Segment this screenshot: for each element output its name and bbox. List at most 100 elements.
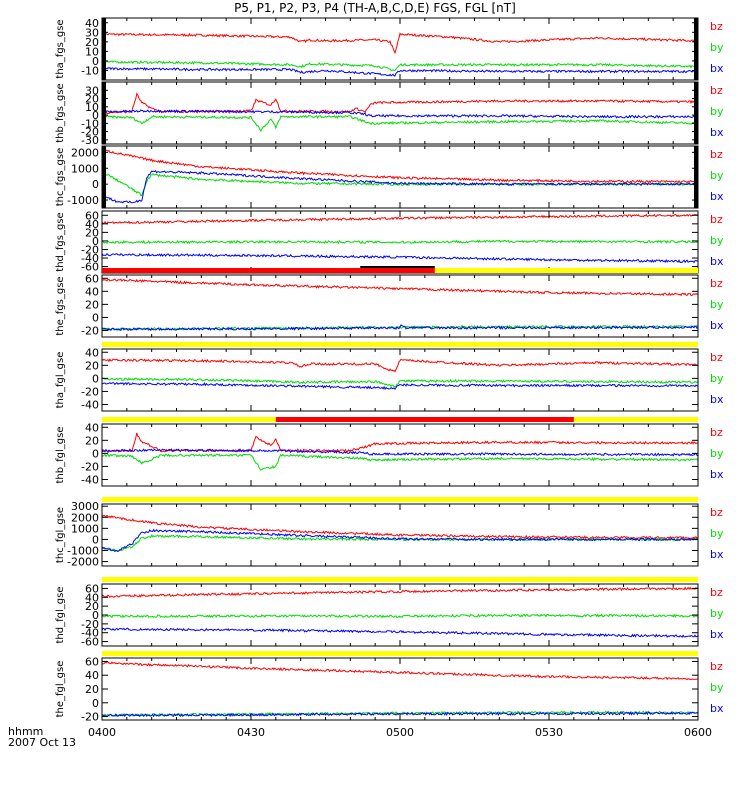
chart-title: P5, P1, P2, P3, P4 (TH-A,B,C,D,E) FGS, F…: [234, 1, 516, 15]
y-tick-label: 0: [92, 447, 99, 460]
y-axis-label: thd_fgs_gse: [55, 212, 66, 271]
y-tick-label: 0: [92, 697, 99, 710]
right-edge-bar: [694, 82, 698, 144]
y-tick-label: 0: [92, 609, 99, 622]
legend-bz: bz: [710, 586, 723, 599]
y-tick-label: 2000: [71, 511, 99, 524]
series-bx-line: [101, 109, 699, 119]
y-tick-label: 20: [85, 93, 99, 106]
y-tick-label: 60: [85, 582, 99, 595]
y-tick-label: -2000: [67, 556, 99, 569]
legend-by: by: [710, 105, 724, 118]
x-tick-label: 0530: [535, 726, 563, 739]
legend-by: by: [710, 607, 724, 620]
y-tick-label: 60: [85, 209, 99, 222]
y-tick-label: -20: [81, 243, 99, 256]
series-by-line: [101, 453, 699, 471]
y-tick-label: 30: [85, 84, 99, 97]
legend-by: by: [710, 298, 724, 311]
y-tick-label: 0: [92, 109, 99, 122]
y-tick-label: 30: [85, 26, 99, 39]
legend-bx: bx: [710, 548, 724, 561]
legend-bz: bz: [710, 148, 723, 161]
series-bx-line: [101, 448, 699, 457]
y-tick-label: 40: [85, 591, 99, 604]
y-axis-label: the_fgs_gse: [55, 276, 66, 335]
y-tick-label: 40: [85, 346, 99, 359]
y-tick-label: 40: [85, 285, 99, 298]
series-by-line: [101, 114, 699, 133]
legend-bz: bz: [710, 660, 723, 673]
legend-bz: bz: [710, 84, 723, 97]
date-label: 2007 Oct 13: [8, 736, 77, 749]
legend-bx: bx: [710, 190, 724, 203]
y-tick-label: 60: [85, 655, 99, 668]
panel-frame: [101, 657, 699, 721]
y-tick-label: 0: [92, 311, 99, 324]
y-tick-label: -60: [81, 261, 99, 274]
series-bz-line: [101, 661, 699, 681]
legend-bx: bx: [710, 468, 724, 481]
left-edge-bar: [102, 146, 106, 208]
panel-frame: [101, 81, 699, 145]
y-tick-label: -40: [81, 473, 99, 486]
y-tick-label: 20: [85, 600, 99, 613]
legend-bz: bz: [710, 213, 723, 226]
series-bx-line: [101, 627, 699, 638]
y-tick-label: 20: [85, 226, 99, 239]
y-tick-label: -20: [81, 385, 99, 398]
legend-bx: bx: [710, 255, 724, 268]
x-axis-label: hhmm: [8, 725, 44, 738]
y-tick-label: -40: [81, 252, 99, 265]
legend-bz: bz: [710, 351, 723, 364]
y-tick-label: -10: [81, 117, 99, 130]
y-axis-label: the_fgl_gse: [55, 661, 66, 718]
y-tick-label: -20: [81, 126, 99, 139]
right-edge-bar: [694, 146, 698, 208]
y-tick-label: -10: [81, 64, 99, 77]
panel-frame: [101, 583, 699, 647]
y-tick-label: -40: [81, 398, 99, 411]
series-bz-line: [101, 514, 699, 540]
y-tick-label: 20: [85, 298, 99, 311]
series-by-line: [101, 613, 699, 619]
legend-bx: bx: [710, 319, 724, 332]
flag-bar-off: [102, 342, 698, 347]
legend-by: by: [710, 234, 724, 247]
flag-bar-off: [102, 651, 698, 656]
y-tick-label: 0: [92, 178, 99, 191]
legend-bz: bz: [710, 426, 723, 439]
y-tick-label: 1000: [71, 522, 99, 535]
left-edge-bar: [102, 82, 106, 144]
y-axis-label: thb_fgs_gse: [55, 83, 66, 142]
y-tick-label: -60: [81, 636, 99, 649]
legend-bx: bx: [710, 62, 724, 75]
flag-bar-off: [102, 577, 698, 582]
y-tick-label: -20: [81, 324, 99, 337]
legend-by: by: [710, 41, 724, 54]
flag-bar-off: [102, 497, 698, 502]
series-bz-line: [101, 358, 699, 373]
legend-bx: bx: [710, 628, 724, 641]
flag-bar-marker: [360, 266, 435, 268]
legend-by: by: [710, 169, 724, 182]
y-tick-label: -1000: [67, 545, 99, 558]
legend-by: by: [710, 681, 724, 694]
series-bz-line: [101, 586, 699, 598]
y-tick-label: 20: [85, 359, 99, 372]
legend-bz: bz: [710, 20, 723, 33]
series-by-line: [101, 377, 699, 388]
y-tick-label: 0: [92, 235, 99, 248]
y-axis-label: thd_fgl_gse: [55, 587, 66, 644]
x-tick-label: 0500: [386, 726, 414, 739]
flag-bar-on: [102, 268, 435, 273]
y-tick-label: 1000: [71, 162, 99, 175]
y-axis-label: thb_fgl_gse: [55, 427, 66, 484]
y-tick-label: -30: [81, 134, 99, 147]
series-bx-line: [101, 381, 699, 390]
legend-bz: bz: [710, 506, 723, 519]
series-bx-line: [101, 711, 699, 718]
legend-bx: bx: [710, 126, 724, 139]
series-bx-line: [101, 324, 699, 332]
